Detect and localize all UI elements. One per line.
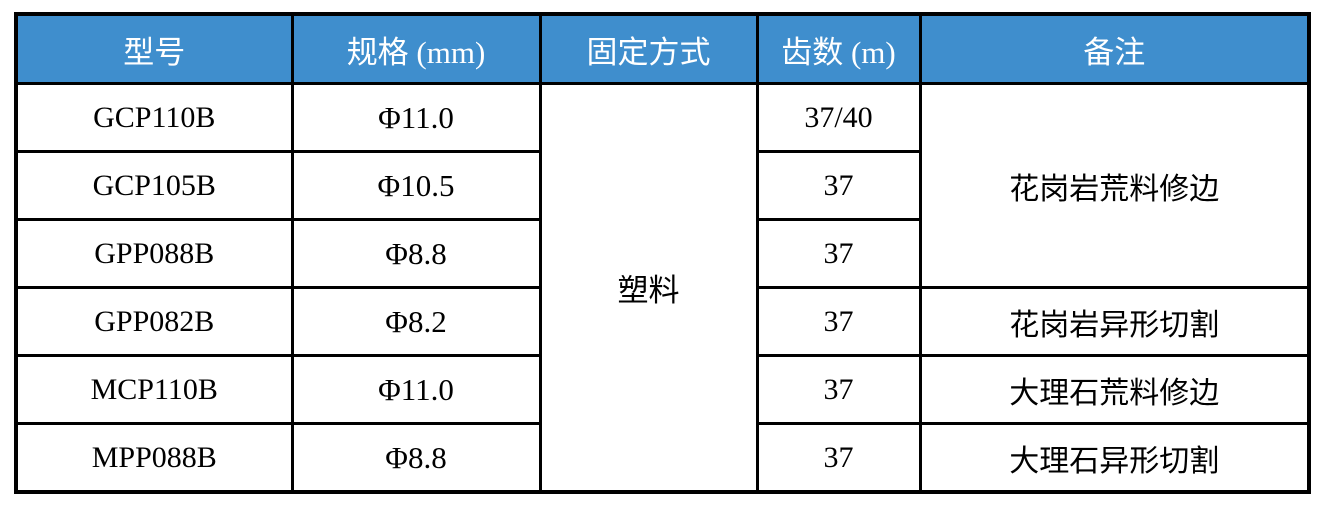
cell-teeth: 37 bbox=[755, 150, 922, 221]
header-cell-teeth: 齿数 (m) bbox=[755, 12, 922, 85]
cell-fixing-merged: 塑料 bbox=[538, 82, 759, 494]
cell-teeth: 37 bbox=[755, 286, 922, 357]
cell-remark: 大理石异形切割 bbox=[918, 422, 1311, 494]
table-row: MPP088B Φ8.8 37 大理石异形切割 bbox=[14, 422, 1311, 494]
cell-spec: Φ11.0 bbox=[290, 354, 542, 425]
table-row: GPP088B Φ8.8 37 bbox=[14, 218, 1309, 289]
table-row: MCP110B Φ11.0 37 大理石荒料修边 bbox=[14, 354, 1311, 425]
cell-model: GPP088B bbox=[14, 218, 294, 289]
product-spec-table: 型号 规格 (mm) 固定方式 齿数 (m) 备注 GCP110B Φ11.0 … bbox=[14, 12, 1311, 494]
cell-model: MCP110B bbox=[14, 354, 294, 425]
table-row: GCP110B Φ11.0 塑料 37/40 花岗岩荒料修边 bbox=[14, 82, 1311, 494]
header-cell-fixing: 固定方式 bbox=[538, 12, 759, 85]
cell-remark: 花岗岩异形切割 bbox=[918, 286, 1311, 357]
header-cell-remark: 备注 bbox=[918, 12, 1311, 85]
cell-spec: Φ10.5 bbox=[290, 150, 542, 221]
cell-spec: Φ8.8 bbox=[290, 422, 542, 494]
cell-model: GCP105B bbox=[14, 150, 294, 221]
table-row: GCP105B Φ10.5 37 bbox=[14, 150, 1309, 221]
cell-model: GCP110B bbox=[14, 82, 294, 153]
header-cell-model: 型号 bbox=[14, 12, 294, 85]
header-row: 型号 规格 (mm) 固定方式 齿数 (m) 备注 bbox=[14, 12, 1311, 85]
cell-spec: Φ11.0 bbox=[290, 82, 542, 153]
cell-spec: Φ8.2 bbox=[290, 286, 542, 357]
cell-teeth: 37 bbox=[755, 422, 922, 494]
cell-spec: Φ8.8 bbox=[290, 218, 542, 289]
cell-remark: 大理石荒料修边 bbox=[918, 354, 1311, 425]
cell-model: GPP082B bbox=[14, 286, 294, 357]
cell-teeth: 37 bbox=[755, 354, 922, 425]
cell-teeth: 37/40 bbox=[755, 82, 922, 153]
cell-model: MPP088B bbox=[14, 422, 294, 494]
cell-teeth: 37 bbox=[755, 218, 922, 289]
table-row: GPP082B Φ8.2 37 花岗岩异形切割 bbox=[14, 286, 1311, 357]
header-cell-spec: 规格 (mm) bbox=[290, 12, 542, 85]
cell-remark-merged: 花岗岩荒料修边 bbox=[918, 82, 1311, 289]
